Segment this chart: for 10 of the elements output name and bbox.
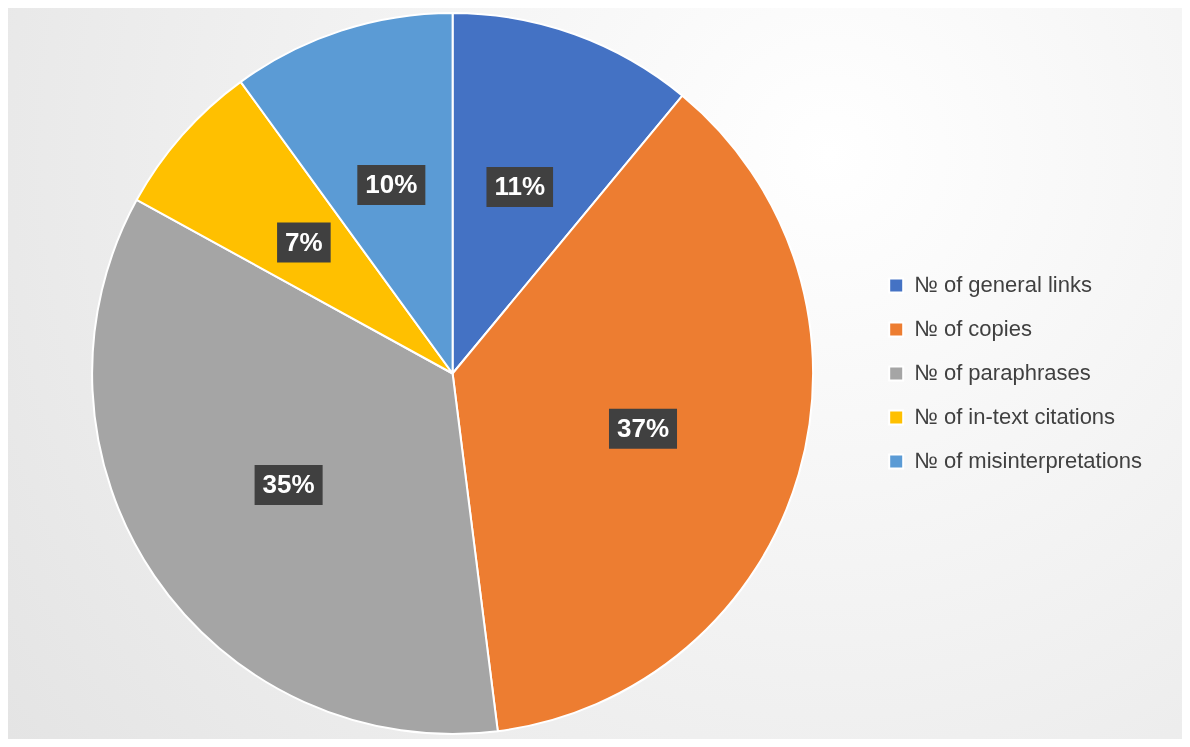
data-label: 11% (494, 171, 546, 202)
legend-label: № of paraphrases (914, 359, 1091, 385)
data-label: 35% (262, 469, 315, 500)
legend-label: № of in-text citations (914, 403, 1116, 429)
data-label: 7% (285, 226, 323, 257)
legend-label: № of misinterpretations (914, 447, 1143, 473)
data-label: 37% (616, 412, 670, 443)
legend-label: № of copies (914, 315, 1032, 341)
data-label: 10% (365, 169, 418, 200)
legend-label: № of general links (914, 271, 1092, 297)
